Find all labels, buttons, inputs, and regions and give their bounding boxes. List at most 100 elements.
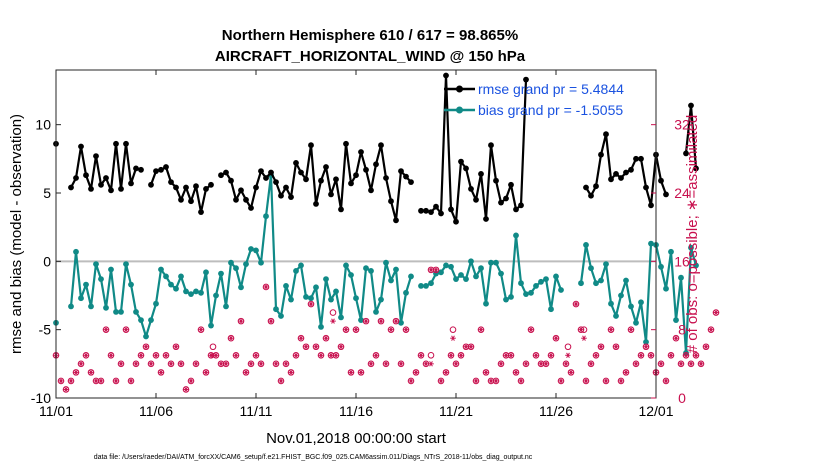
assimilated-marker [563,361,569,367]
assimilated-marker-stroke [159,369,163,376]
bias-point [68,303,74,310]
assimilated-marker-stroke [659,361,663,367]
assimilated-marker-stroke [84,352,88,358]
bias-point [363,265,369,272]
possible-obs-marker [329,309,337,316]
assimilated-marker-stroke [399,361,403,367]
bias-point [673,317,679,323]
bias-point [263,213,269,220]
assimilated-marker [393,318,399,324]
rmse-point [483,216,489,222]
assimilated-marker-stroke [214,352,218,358]
assimilated-marker [398,361,404,367]
assimilated-marker-stroke [509,352,513,358]
assimilated-marker [68,378,74,384]
rmse-point [368,187,374,194]
x-tick-label: 12/01 [638,403,673,419]
assimilated-marker [423,361,429,367]
assimilated-marker-stroke [109,352,113,358]
assimilated-marker [603,378,609,384]
bias-point [113,309,119,315]
assimilated-marker [583,378,589,384]
assimilated-marker [363,318,369,324]
assimilated-marker-stroke [451,335,455,341]
assimilated-marker [543,361,549,367]
legend-bias-marker [456,106,463,114]
bias-point [98,276,104,282]
assimilated-marker-stroke [174,344,178,350]
bias-point [153,300,159,307]
assimilated-marker-stroke [239,318,243,324]
assimilated-marker-stroke [489,378,493,384]
assimilated-marker [248,361,254,367]
rmse-point [628,166,634,173]
bias-point [323,276,329,282]
assimilated-marker-stroke [549,352,553,358]
assimilated-marker-stroke [104,326,108,333]
rmse-point [503,195,509,202]
assimilated-marker-stroke [649,352,653,358]
assimilated-marker [663,378,669,384]
assimilated-marker [108,352,114,358]
assimilated-marker [713,309,719,316]
bias-point [448,263,454,270]
bias-point [248,246,254,252]
assimilated-marker-stroke [374,352,378,358]
assimilated-marker [323,335,329,341]
bias-point [618,292,624,299]
bias-point [598,277,604,284]
assimilated-marker [593,352,599,358]
rmse-point [253,184,259,191]
assimilated-marker-stroke [524,361,528,367]
y-tick-label: 5 [43,185,51,201]
x-tick-label: 11/21 [439,403,473,419]
bias-point [273,306,279,313]
assimilated-marker [518,378,524,384]
rmse-point [633,155,639,162]
assimilated-marker-stroke [389,326,393,333]
x-tick-label: 11/01 [39,403,73,419]
bias-point [543,276,549,282]
assimilated-marker-stroke [74,369,78,376]
assimilated-marker-stroke [499,361,503,367]
bias-point [503,296,509,303]
assimilated-marker-stroke [179,361,183,367]
assimilated-marker [453,361,459,367]
bias-point [313,284,319,291]
chart-title: Northern Hemisphere 610 / 617 = 98.865% [222,27,518,44]
assimilated-marker [153,352,159,358]
assimilated-marker-stroke [284,361,288,367]
bias-point [493,259,499,266]
assimilated-marker-stroke [354,326,358,333]
rmse-point [263,175,269,181]
rmse-point [248,205,254,211]
rmse-point [613,171,619,177]
possible-obs-marker [209,343,217,351]
rmse-point [378,142,384,149]
assimilated-marker-stroke [204,369,208,376]
rmse-point [243,196,249,203]
assimilated-marker [318,352,324,358]
x-axis-label: Nov.01,2018 00:00:00 start [266,430,447,447]
bias-point [583,242,589,248]
assimilated-marker [513,369,519,376]
bias-point [168,281,174,288]
rmse-point [168,179,174,186]
assimilated-marker [348,369,354,376]
assimilated-marker-stroke [154,352,158,358]
assimilated-marker [178,361,184,367]
bias-point [638,299,644,306]
assimilated-marker-stroke [689,361,693,367]
assimilated-marker [638,352,644,358]
assimilated-marker [118,361,124,367]
assimilated-marker [438,378,444,384]
assimilated-marker-stroke [669,352,673,358]
rmse-point [463,165,469,172]
assimilated-marker [263,284,269,290]
assimilated-marker-stroke [379,318,383,324]
assimilated-marker [668,352,674,358]
assimilated-marker [533,352,539,358]
assimilated-marker-stroke [589,361,593,367]
assimilated-marker-stroke [144,344,148,350]
bias-point [118,309,124,315]
